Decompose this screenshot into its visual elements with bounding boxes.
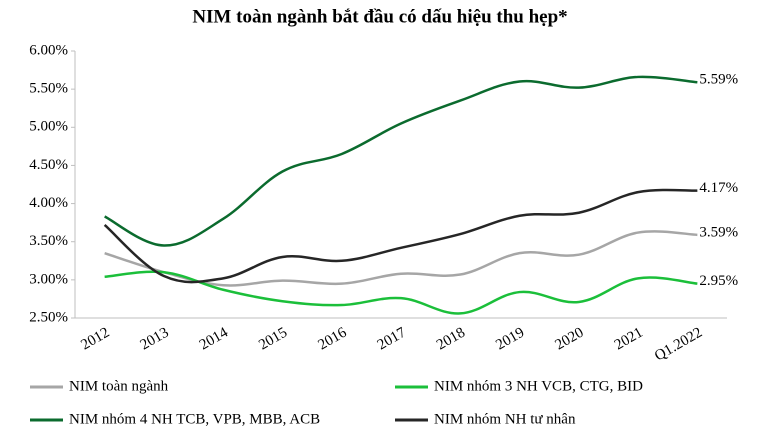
- x-tick-label: 2015: [256, 325, 290, 354]
- y-tick-label: 5.00%: [29, 119, 68, 135]
- legend-label: NIM nhóm 4 NH TCB, VPB, MBB, ACB: [69, 411, 320, 427]
- x-tick-label: 2020: [553, 325, 587, 354]
- chart-title: NIM toàn ngành bắt đầu có dấu hiệu thu h…: [192, 6, 567, 27]
- y-tick-label: 4.50%: [29, 157, 68, 173]
- data-label: 5.59%: [699, 72, 738, 88]
- x-tick-label: 2018: [434, 325, 468, 354]
- x-tick-label: 2012: [78, 325, 112, 354]
- x-tick-label: 2017: [375, 324, 409, 353]
- legend-label: NIM toàn ngành: [69, 378, 169, 394]
- legend-label: NIM nhóm 3 NH VCB, CTG, BID: [434, 378, 643, 394]
- data-label: 2.95%: [699, 273, 738, 289]
- x-tick-label: 2016: [315, 324, 349, 353]
- x-tick-label: Q1.2022: [652, 325, 705, 365]
- x-tick-label: 2019: [493, 325, 527, 354]
- legend-label: NIM nhóm NH tư nhân: [434, 411, 576, 427]
- x-tick-label: 2013: [138, 325, 172, 354]
- series-line: [104, 230, 698, 287]
- y-tick-label: 2.50%: [29, 309, 68, 325]
- data-label: 3.59%: [699, 224, 738, 240]
- y-tick-label: 5.50%: [29, 81, 68, 97]
- y-tick-label: 3.00%: [29, 271, 68, 287]
- series-line: [103, 188, 698, 284]
- series-line: [104, 75, 698, 247]
- data-label: 4.17%: [699, 180, 738, 196]
- y-tick-label: 6.00%: [29, 42, 68, 58]
- y-tick-label: 3.50%: [29, 233, 68, 249]
- x-tick-label: 2014: [197, 324, 231, 353]
- y-tick-label: 4.00%: [29, 195, 68, 211]
- series-line: [104, 270, 698, 315]
- x-tick-label: 2021: [612, 325, 646, 354]
